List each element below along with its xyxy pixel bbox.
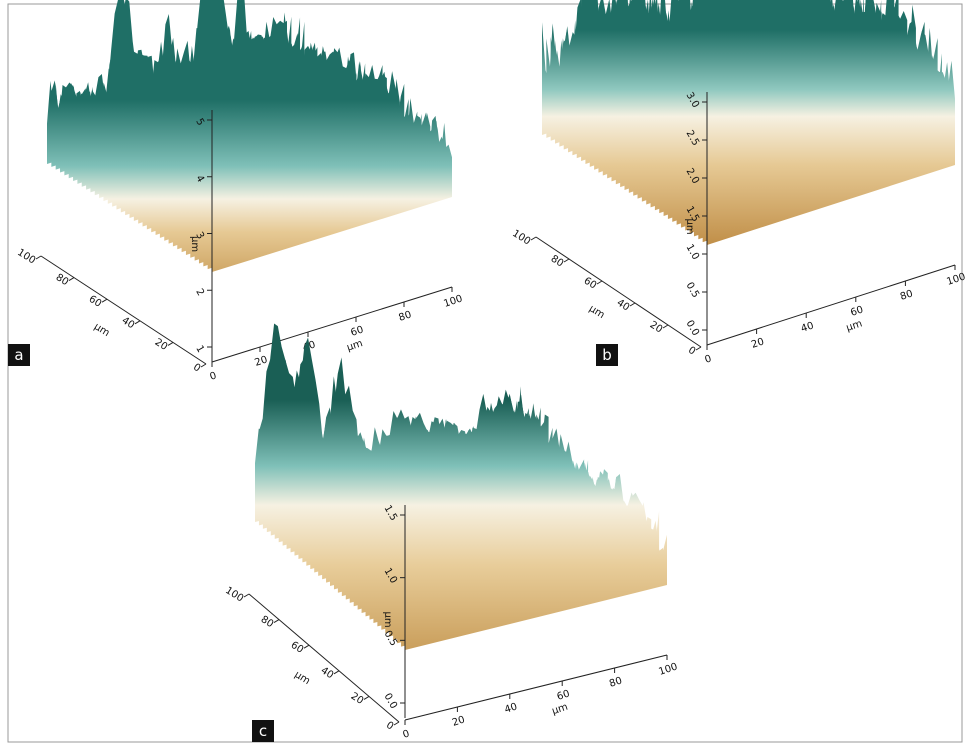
z-axis-unit: μm <box>382 612 393 628</box>
panel-label: b <box>602 346 612 364</box>
figure: 020406080100μm020406080100μm12345μma0204… <box>0 0 965 745</box>
y-tick-label: 20 <box>349 691 366 707</box>
z-tick-label: 1 <box>193 344 206 355</box>
x-tick-label: 40 <box>503 701 519 715</box>
x-tick-label: 20 <box>253 354 269 368</box>
x-tick-label: 60 <box>849 304 865 318</box>
x-tick-label: 100 <box>442 293 464 309</box>
panel-label: c <box>259 722 267 740</box>
x-tick-label: 60 <box>349 324 365 338</box>
x-axis-unit: μm <box>346 338 365 353</box>
panel-label: a <box>14 346 23 364</box>
panel: 020406080100μm020406080100μm12345μma <box>8 0 464 383</box>
y-tick-label: 100 <box>223 585 245 604</box>
x-axis <box>707 265 955 345</box>
y-tick-label: 0 <box>191 362 202 375</box>
y-tick-label: 20 <box>153 337 170 353</box>
x-tick-label: 40 <box>800 320 816 334</box>
panel: 020406080100μm020406080100μm0.00.51.01.5… <box>223 323 679 742</box>
y-tick-label: 40 <box>319 665 336 681</box>
y-tick-label: 100 <box>15 247 37 266</box>
z-tick-label: 0.5 <box>683 281 700 300</box>
x-tick-label: 100 <box>657 661 679 677</box>
x-tick-label: 80 <box>608 675 624 689</box>
y-tick-label: 40 <box>120 315 137 331</box>
z-axis-unit: μm <box>189 236 200 252</box>
panel: 020406080100μm020406080100μm0.00.51.01.5… <box>510 0 965 366</box>
y-axis <box>536 237 701 347</box>
y-tick-label: 60 <box>87 294 104 310</box>
x-axis-unit: μm <box>845 318 864 333</box>
y-tick-label: 100 <box>510 228 532 247</box>
x-tick-label: 0 <box>208 370 217 382</box>
y-axis <box>41 256 206 364</box>
y-tick-label: 0 <box>686 345 697 358</box>
z-tick-label: 0.0 <box>683 319 700 338</box>
x-tick-label: 80 <box>899 288 915 302</box>
x-tick-label: 0 <box>703 353 712 365</box>
x-tick-label: 80 <box>397 309 413 323</box>
x-axis <box>405 655 667 720</box>
y-axis-unit: μm <box>587 303 606 321</box>
x-tick-label: 20 <box>750 336 766 350</box>
y-tick-label: 80 <box>54 272 71 288</box>
y-axis-unit: μm <box>292 669 311 687</box>
z-tick-label: 0.0 <box>381 692 398 711</box>
y-tick-label: 20 <box>648 319 665 335</box>
y-tick-label: 60 <box>582 275 599 291</box>
x-tick-label: 20 <box>451 714 467 728</box>
y-axis-unit: μm <box>92 321 111 339</box>
x-tick-label: 60 <box>556 688 572 702</box>
z-tick-label: 1.0 <box>683 243 700 262</box>
y-tick-label: 80 <box>259 614 276 630</box>
x-axis <box>212 287 452 362</box>
z-tick-label: 2 <box>193 287 206 298</box>
x-tick-label: 0 <box>401 728 410 740</box>
y-tick-label: 80 <box>549 253 566 269</box>
x-axis-unit: μm <box>551 702 570 717</box>
z-axis-unit: μm <box>684 219 695 235</box>
y-tick-label: 60 <box>289 640 306 656</box>
y-tick-label: 0 <box>384 720 395 733</box>
y-tick-label: 40 <box>615 297 632 313</box>
